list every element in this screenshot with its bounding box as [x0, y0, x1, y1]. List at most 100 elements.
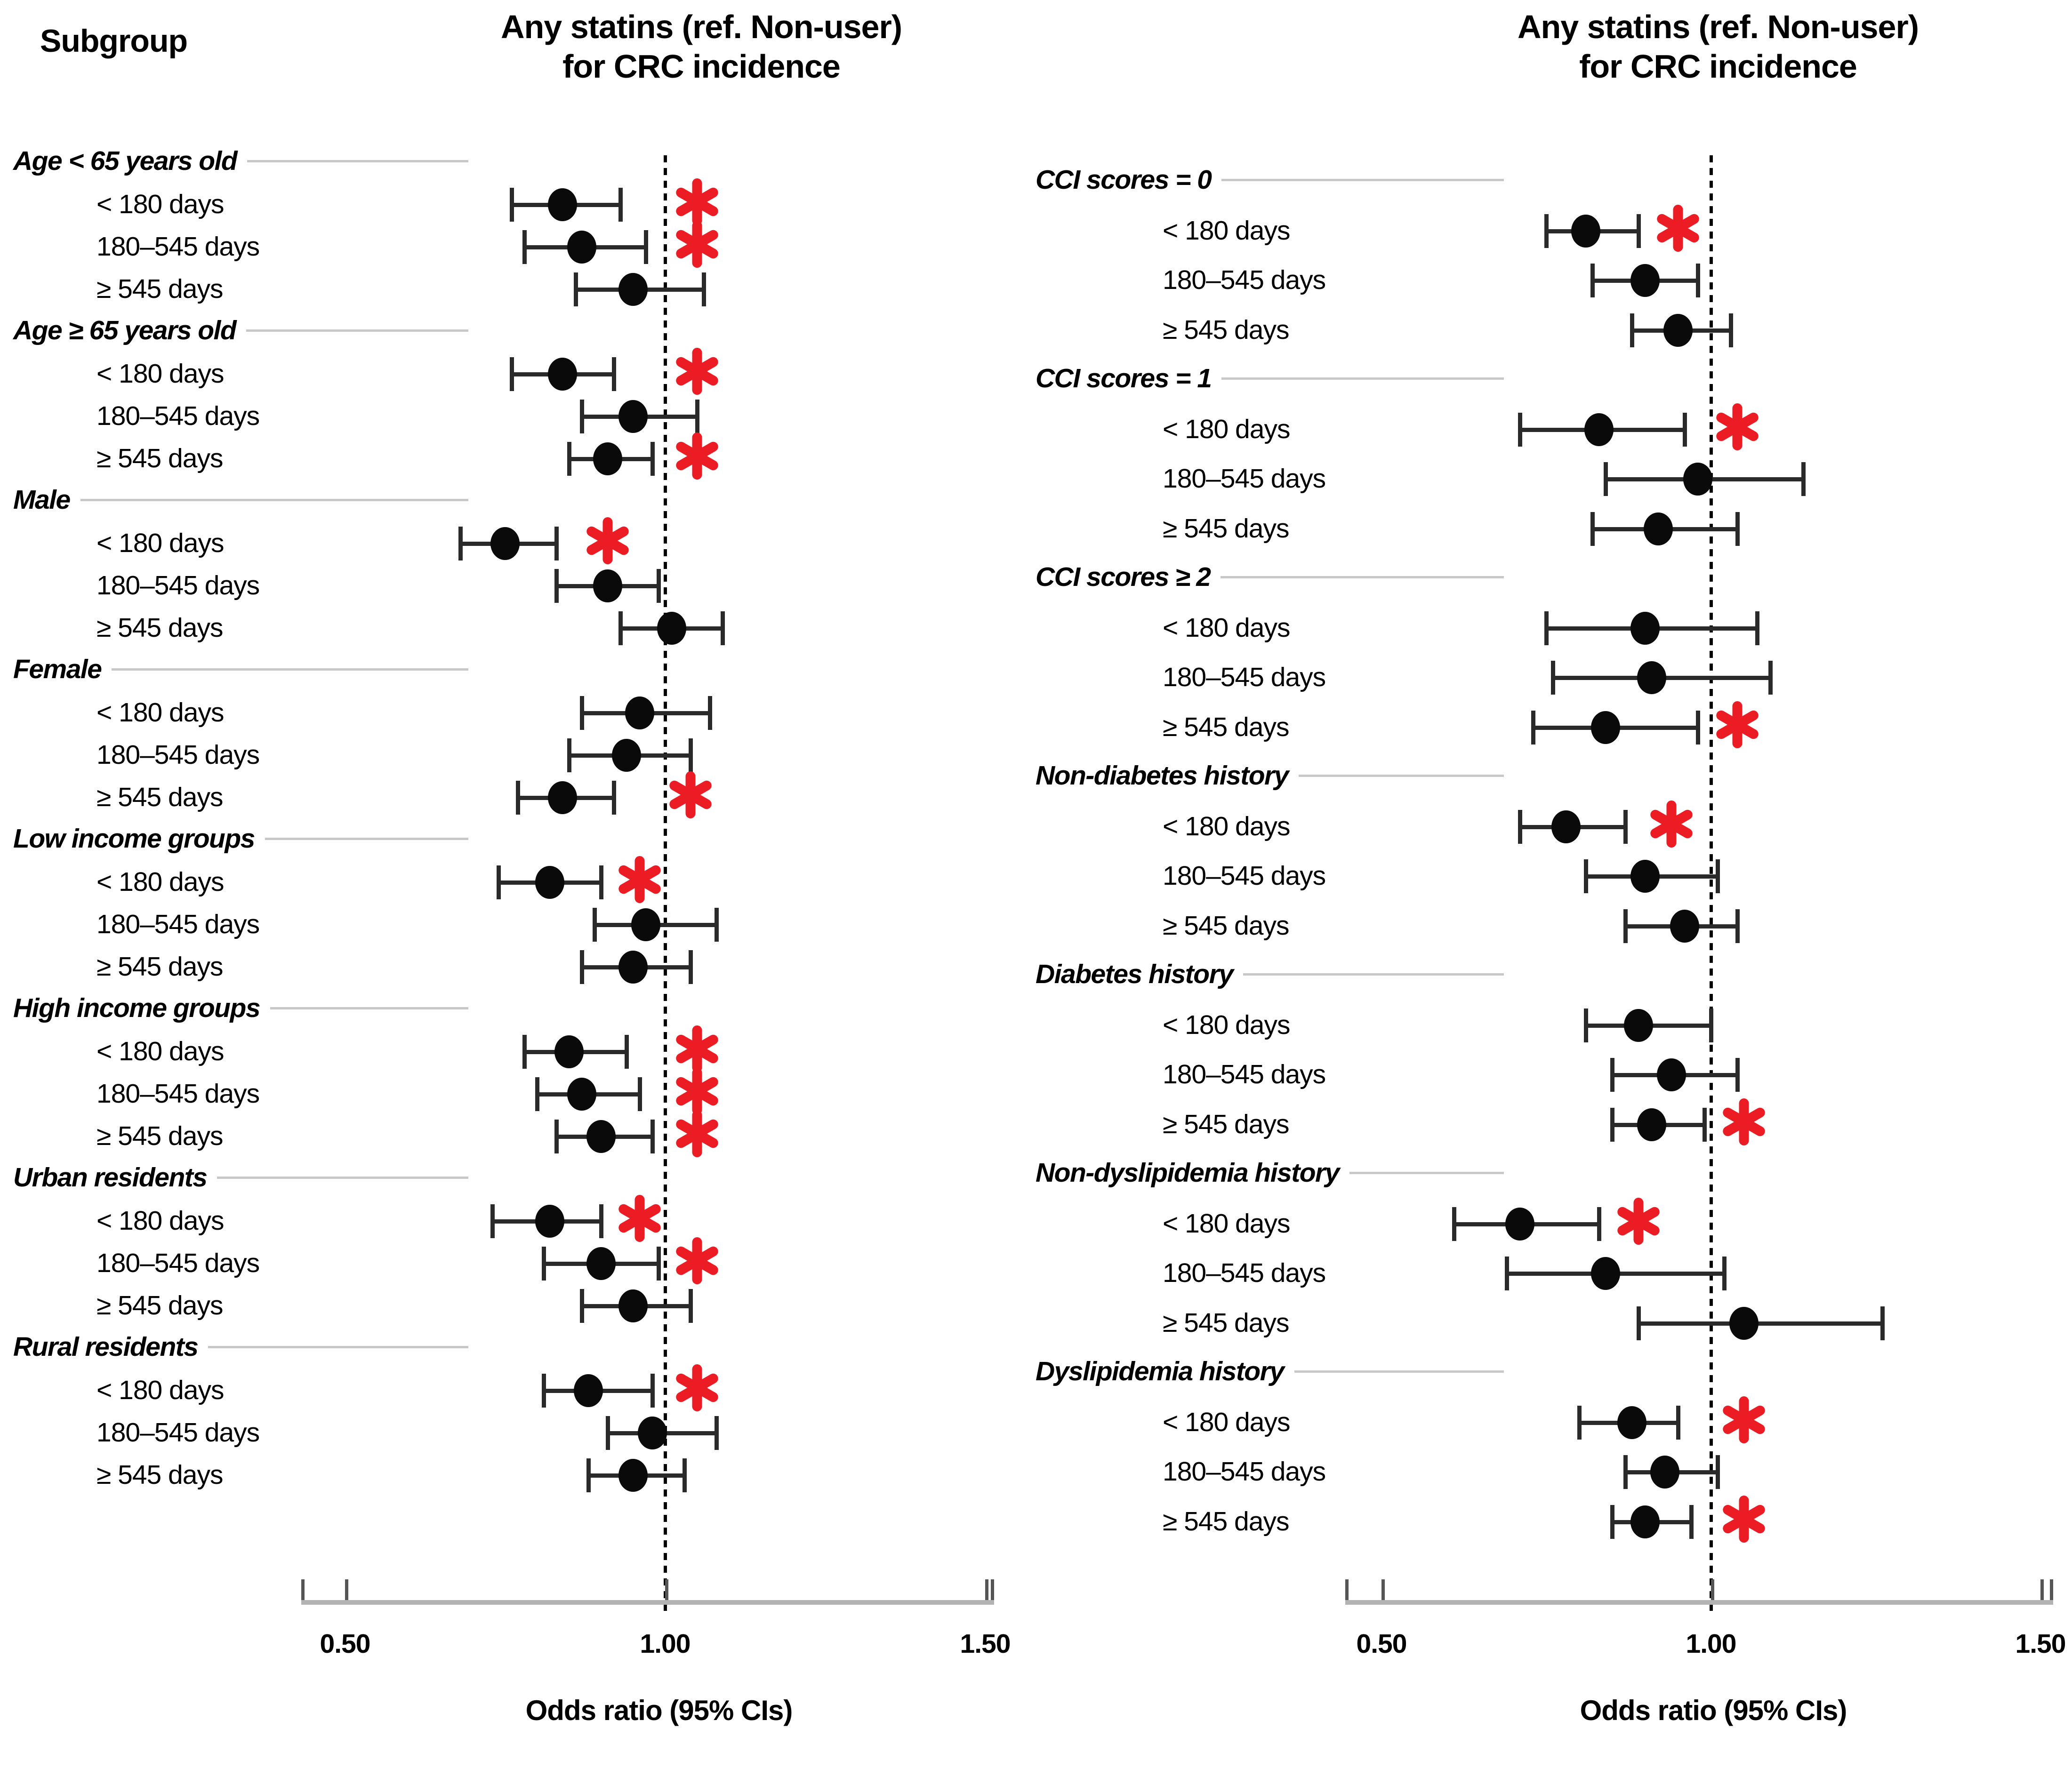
or-dot: [1584, 413, 1614, 446]
reference-line-or-1: [664, 155, 667, 1617]
row-label: ≥ 545 days: [1163, 513, 1289, 544]
ci-cap-right: [644, 230, 649, 264]
or-dot: [1624, 1009, 1653, 1042]
left-panel-title-line1: Any statins (ref. Non-user): [501, 8, 902, 45]
or-dot: [593, 569, 622, 602]
ci-cap-right: [689, 738, 693, 772]
or-dot: [1505, 1207, 1534, 1241]
x-axis-tick: [991, 1579, 994, 1600]
sig-star: [616, 856, 663, 903]
ci-cap-left: [535, 1077, 539, 1111]
row-label: < 180 days: [1163, 811, 1290, 841]
row-label: ≥ 545 days: [1163, 1109, 1289, 1139]
row-label: < 180 days: [96, 1375, 224, 1405]
or-dot: [631, 908, 661, 941]
ci-cap-right: [1716, 1455, 1720, 1489]
group-header: Urban residents: [13, 1162, 468, 1193]
ci-cap-left: [1610, 1058, 1614, 1092]
row-label: 180–545 days: [96, 570, 260, 600]
right-panel-title-line1: Any statins (ref. Non-user): [1518, 8, 1919, 45]
group-header-label: Age ≥ 65 years old: [13, 315, 237, 345]
ci-cap-right: [721, 611, 725, 645]
right-panel-title: Any statins (ref. Non-user) for CRC inci…: [1389, 7, 2048, 86]
ci-cap-left: [497, 865, 501, 899]
ci-cap-right: [650, 1120, 655, 1153]
sig-star: [674, 1068, 721, 1115]
or-dot: [535, 866, 565, 899]
ci-cap-right: [657, 1247, 661, 1281]
ci-cap-left: [1531, 710, 1535, 744]
ci-cap-right: [1755, 611, 1759, 645]
group-header: Rural residents: [13, 1331, 468, 1362]
sig-star: [674, 178, 721, 225]
ci-cap-right: [637, 1077, 642, 1111]
ci-cap-right: [682, 1458, 687, 1492]
group-header: CCI scores ≥ 2: [1036, 561, 1504, 592]
ci-cap-right: [1735, 909, 1740, 943]
or-dot: [1630, 860, 1660, 893]
ci-cap-left: [580, 400, 585, 433]
ci-cap-right: [695, 400, 699, 433]
row-label: 180–545 days: [96, 740, 260, 770]
row-label: ≥ 545 days: [96, 443, 223, 473]
or-dot: [1617, 1406, 1646, 1439]
row-label: ≥ 545 days: [96, 1121, 223, 1151]
group-header-rule: [265, 837, 468, 840]
row-label: 180–545 days: [1163, 662, 1326, 692]
ci-cap-right: [1696, 264, 1700, 297]
row-label: 180–545 days: [1163, 861, 1326, 891]
ci-cap-right: [657, 569, 661, 603]
row-label: ≥ 545 days: [1163, 314, 1289, 345]
ci-cap-left: [567, 738, 571, 772]
x-axis-tick: [1711, 1579, 1714, 1600]
ci-cap-right: [554, 527, 559, 560]
row-label: ≥ 545 days: [1163, 910, 1289, 941]
or-dot: [548, 188, 578, 221]
row-label: < 180 days: [96, 697, 224, 728]
ci-cap-left: [580, 950, 585, 984]
row-label: < 180 days: [96, 359, 224, 389]
ci-cap-left: [586, 1458, 591, 1492]
ci-cap-left: [541, 1247, 546, 1281]
ci-cap-left: [1518, 809, 1522, 844]
ci-cap-right: [1703, 1107, 1707, 1142]
right-x-axis-title: Odds ratio (95% CIs): [1580, 1695, 1847, 1726]
row-label: 180–545 days: [96, 1417, 260, 1448]
x-axis-tick-label: 0.50: [320, 1629, 371, 1659]
group-header: Female: [13, 654, 468, 685]
row-label: ≥ 545 days: [96, 952, 223, 982]
or-dot: [1683, 463, 1712, 496]
ci-cap-left: [1637, 1306, 1641, 1340]
x-axis-line: [301, 1600, 994, 1605]
ci-cap-left: [1452, 1207, 1456, 1241]
group-header-rule: [1349, 1171, 1504, 1174]
row-label: ≥ 545 days: [1163, 712, 1289, 742]
sig-star: [674, 1110, 721, 1157]
ci-cap-left: [541, 1374, 546, 1408]
ci-cap-left: [573, 272, 578, 306]
or-dot: [548, 358, 578, 391]
group-header: Diabetes history: [1036, 959, 1504, 990]
row-label: 180–545 days: [96, 909, 260, 939]
row-label: 180–545 days: [1163, 464, 1326, 494]
row-label: < 180 days: [1163, 414, 1290, 444]
row-label: ≥ 545 days: [96, 1290, 223, 1321]
group-header-rule: [1221, 576, 1504, 578]
ci-cap-left: [554, 569, 559, 603]
or-dot: [554, 1035, 584, 1068]
ci-cap-left: [593, 908, 597, 942]
group-header-rule: [247, 160, 468, 162]
ci-cap-left: [1604, 462, 1608, 496]
sig-star: [1615, 1197, 1662, 1245]
sig-star: [667, 771, 714, 818]
ci-cap-right: [625, 1035, 629, 1069]
group-header-rule: [1294, 1370, 1504, 1373]
row-label: 180–545 days: [1163, 265, 1326, 295]
or-dot: [637, 1417, 667, 1449]
or-dot: [1551, 810, 1581, 843]
row-label: 180–545 days: [96, 232, 260, 262]
ci-cap-left: [1590, 512, 1595, 546]
sig-star: [1720, 1098, 1767, 1145]
or-dot: [625, 696, 654, 729]
or-dot: [1571, 214, 1600, 248]
